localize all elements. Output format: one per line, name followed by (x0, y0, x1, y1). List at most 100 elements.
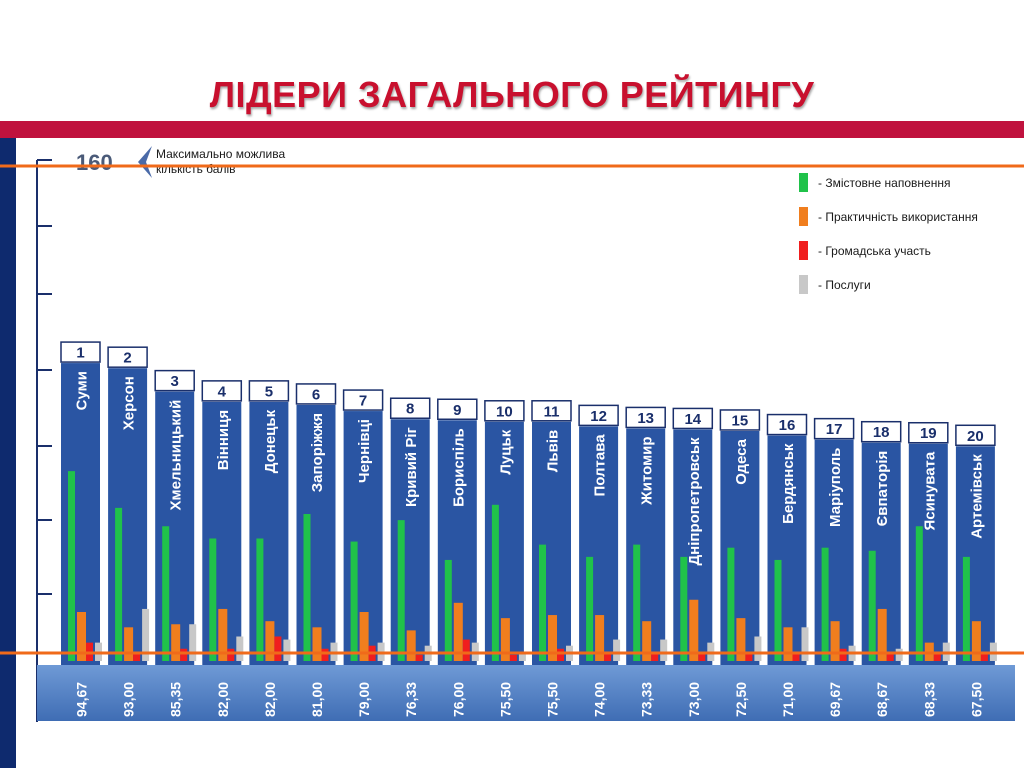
rank-label: 18 (873, 424, 890, 441)
city-label: Хмельницький (168, 400, 185, 511)
bars (61, 363, 997, 665)
component-bar-services (518, 651, 526, 661)
rank-box (955, 424, 996, 447)
component-bar-services (236, 636, 244, 661)
component-bar-content (774, 559, 782, 661)
header-band (0, 121, 1024, 138)
component-bar-practicality (312, 627, 322, 661)
component-bar-practicality (830, 621, 840, 661)
rank-box (766, 413, 808, 436)
score-label: 68,67 (874, 682, 890, 717)
legend-label-content: - Змістовне наповнення (818, 176, 950, 190)
legend-swatch-participation (799, 241, 808, 260)
max-score-note: 160 Максимально можлива кількість балів (76, 146, 285, 178)
component-bar-practicality (689, 599, 699, 661)
rank-box (484, 400, 525, 422)
city-label: Одеса (733, 438, 750, 484)
rank-box (625, 406, 666, 429)
score-label: 74,00 (592, 682, 608, 717)
component-bar-content (821, 547, 829, 661)
component-bar-services (660, 639, 668, 661)
rank-box (813, 417, 855, 440)
rank-label: 2 (123, 350, 131, 367)
component-bar-participation (274, 636, 282, 661)
city-bar (767, 435, 807, 665)
component-bar-practicality (548, 615, 557, 661)
score-label: 79,00 (356, 682, 372, 717)
rank-label: 1 (76, 345, 84, 362)
component-bar-practicality (736, 618, 746, 661)
component-bar-participation (415, 654, 423, 661)
score-label: 72,50 (733, 682, 749, 717)
component-bar-practicality (265, 621, 275, 661)
score-label: 76,00 (450, 682, 466, 717)
score-label: 73,33 (639, 682, 655, 717)
component-bar-practicality (406, 630, 416, 661)
rank-label: 17 (826, 421, 843, 438)
city-bar (155, 391, 195, 665)
rank-label: 7 (359, 393, 367, 410)
component-bar-practicality (218, 608, 228, 661)
score-label: 82,00 (262, 682, 278, 717)
left-accent-bar (0, 138, 16, 768)
component-bar-practicality (500, 618, 510, 661)
component-bar-services (754, 636, 762, 661)
rank-label: 9 (453, 402, 461, 419)
legend-label-services: - Послуги (818, 278, 871, 292)
rank-label: 5 (265, 383, 273, 400)
city-label: Житомир (639, 436, 656, 505)
component-bar-content (727, 547, 735, 661)
score-label: 71,00 (780, 682, 796, 717)
rank-box (531, 400, 572, 422)
component-bar-content (962, 556, 970, 661)
component-bar-practicality (124, 627, 134, 661)
city-label: Євпаторія (874, 451, 891, 527)
rank-label: 15 (732, 412, 749, 429)
component-bar-content (444, 559, 452, 661)
rank-box (201, 380, 243, 402)
component-bar-services (142, 608, 150, 661)
rank-box (342, 389, 384, 411)
city-bar (908, 443, 948, 665)
component-bar-participation (886, 651, 894, 661)
page-title: ЛІДЕРИ ЗАГАЛЬНОГО РЕЙТИНГУ (209, 74, 815, 115)
y-axis (36, 159, 52, 722)
rank-box (107, 346, 148, 368)
component-bar-practicality (971, 621, 981, 661)
city-bar (108, 368, 148, 665)
rank-label: 20 (967, 428, 984, 445)
component-bar-participation (745, 651, 753, 661)
component-bar-content (586, 556, 594, 661)
component-bar-practicality (171, 624, 181, 661)
rank-box (60, 341, 101, 363)
score-label: 93,00 (121, 682, 137, 717)
score-label: 67,50 (968, 682, 984, 717)
component-bar-content (303, 514, 311, 661)
rank-label: 16 (779, 417, 796, 434)
component-bar-services (283, 639, 291, 661)
component-bar-content (539, 544, 546, 661)
component-bar-participation (792, 651, 800, 661)
rank-box (578, 404, 619, 427)
component-bar-practicality (359, 612, 369, 661)
component-bar-content (256, 538, 264, 661)
component-bar-participation (180, 648, 188, 661)
max-score-value: 160 (76, 150, 113, 175)
rank-label: 13 (637, 410, 654, 427)
rank-label: 14 (684, 411, 701, 428)
component-bar-content (162, 526, 170, 661)
rank-box (719, 409, 761, 431)
component-bar-services (801, 627, 809, 661)
legend-swatch-content (799, 173, 808, 192)
city-label: Чернівці (356, 419, 373, 483)
rank-label: 12 (590, 408, 607, 425)
component-bar-content (491, 504, 499, 661)
rank-box (154, 369, 195, 392)
city-label: Донецьк (262, 409, 279, 473)
component-bar-practicality (642, 621, 652, 661)
score-label: 75,50 (497, 682, 513, 717)
component-bar-participation (557, 648, 564, 661)
component-bar-services (895, 648, 903, 661)
score-label: 81,00 (309, 682, 325, 717)
city-label: Ясинувата (921, 451, 938, 530)
